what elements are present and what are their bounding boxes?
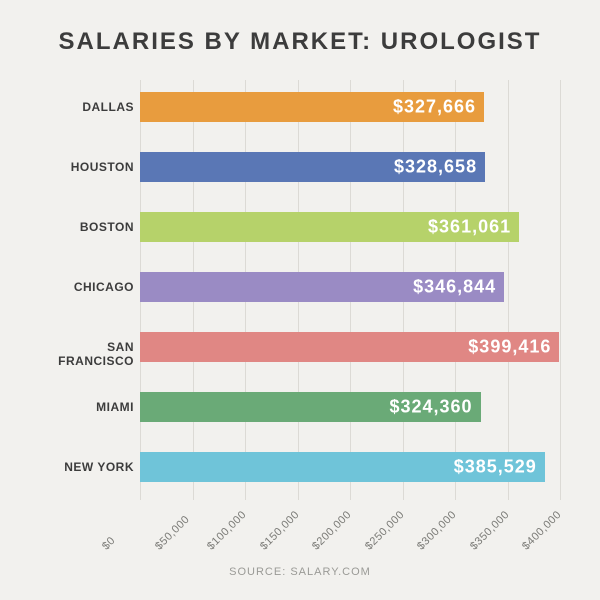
category-label: SAN FRANCISCO (40, 340, 134, 368)
plot-area: $327,666 $328,658 $361,061 $346,844 $399,416… (140, 80, 560, 500)
x-tick-label: $250,000 (363, 509, 407, 553)
bar-value-label: $361,061 (428, 217, 511, 238)
x-tick-label: $400,000 (520, 509, 564, 553)
bar: $385,529 (140, 452, 545, 482)
source-caption: SOURCE: SALARY.COM (0, 566, 600, 578)
x-tick-label: $200,000 (310, 509, 354, 553)
bar: $399,416 (140, 332, 559, 362)
x-tick-label: $0 (100, 535, 118, 553)
bar: $346,844 (140, 272, 504, 302)
bar-value-label: $399,416 (468, 337, 551, 358)
x-tick-label: $150,000 (258, 509, 302, 553)
x-tick-label: $100,000 (205, 509, 249, 553)
category-label: DALLAS (40, 100, 134, 114)
bar: $328,658 (140, 152, 485, 182)
bar-value-label: $324,360 (389, 397, 472, 418)
category-label: CHICAGO (40, 280, 134, 294)
category-label: BOSTON (40, 220, 134, 234)
x-tick-label: $50,000 (153, 513, 192, 552)
category-label: NEW YORK (40, 460, 134, 474)
chart-title: SALARIES BY MARKET: UROLOGIST (0, 0, 600, 56)
bar-value-label: $385,529 (454, 457, 537, 478)
x-tick-label: $300,000 (415, 509, 459, 553)
bar: $324,360 (140, 392, 481, 422)
bar-value-label: $346,844 (413, 277, 496, 298)
bar-value-label: $327,666 (393, 97, 476, 118)
chart-area: $327,666 $328,658 $361,061 $346,844 $399,416… (40, 80, 560, 500)
bar-value-label: $328,658 (394, 157, 477, 178)
category-label: MIAMI (40, 400, 134, 414)
bar: $361,061 (140, 212, 519, 242)
bar: $327,666 (140, 92, 484, 122)
gridline (560, 80, 561, 500)
category-label: HOUSTON (40, 160, 134, 174)
gridline (508, 80, 509, 500)
x-tick-label: $350,000 (468, 509, 512, 553)
